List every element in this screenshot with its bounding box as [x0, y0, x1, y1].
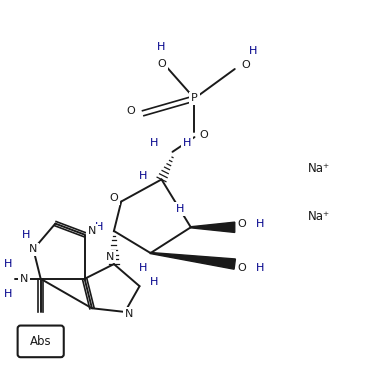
Text: P: P — [191, 93, 198, 103]
Text: O: O — [126, 106, 135, 116]
Polygon shape — [191, 222, 235, 232]
Text: H: H — [150, 278, 159, 287]
Text: H: H — [150, 138, 159, 148]
Text: Abs: Abs — [30, 335, 51, 348]
Text: H: H — [4, 259, 12, 269]
Text: H: H — [256, 219, 264, 229]
Text: H: H — [4, 289, 12, 299]
Text: H: H — [22, 230, 30, 240]
Text: O: O — [238, 219, 247, 229]
Polygon shape — [150, 252, 235, 269]
Text: H: H — [139, 171, 147, 181]
Text: O: O — [238, 263, 247, 273]
Text: N: N — [88, 226, 96, 236]
Text: O: O — [157, 58, 166, 69]
Text: N: N — [106, 252, 115, 262]
Text: H: H — [183, 138, 191, 148]
Text: Na⁺: Na⁺ — [308, 210, 330, 223]
Text: H: H — [139, 263, 147, 273]
Text: N: N — [29, 244, 38, 254]
Text: H: H — [176, 204, 184, 214]
Text: N: N — [20, 274, 28, 284]
Text: Na⁺: Na⁺ — [308, 162, 330, 175]
Text: O: O — [241, 60, 250, 70]
Text: O: O — [110, 193, 118, 203]
Text: H: H — [256, 263, 264, 273]
Text: N: N — [124, 309, 133, 319]
Text: H: H — [249, 45, 257, 56]
Text: O: O — [199, 130, 208, 140]
Text: H: H — [95, 222, 103, 232]
FancyBboxPatch shape — [18, 325, 64, 357]
Text: H: H — [157, 42, 166, 52]
